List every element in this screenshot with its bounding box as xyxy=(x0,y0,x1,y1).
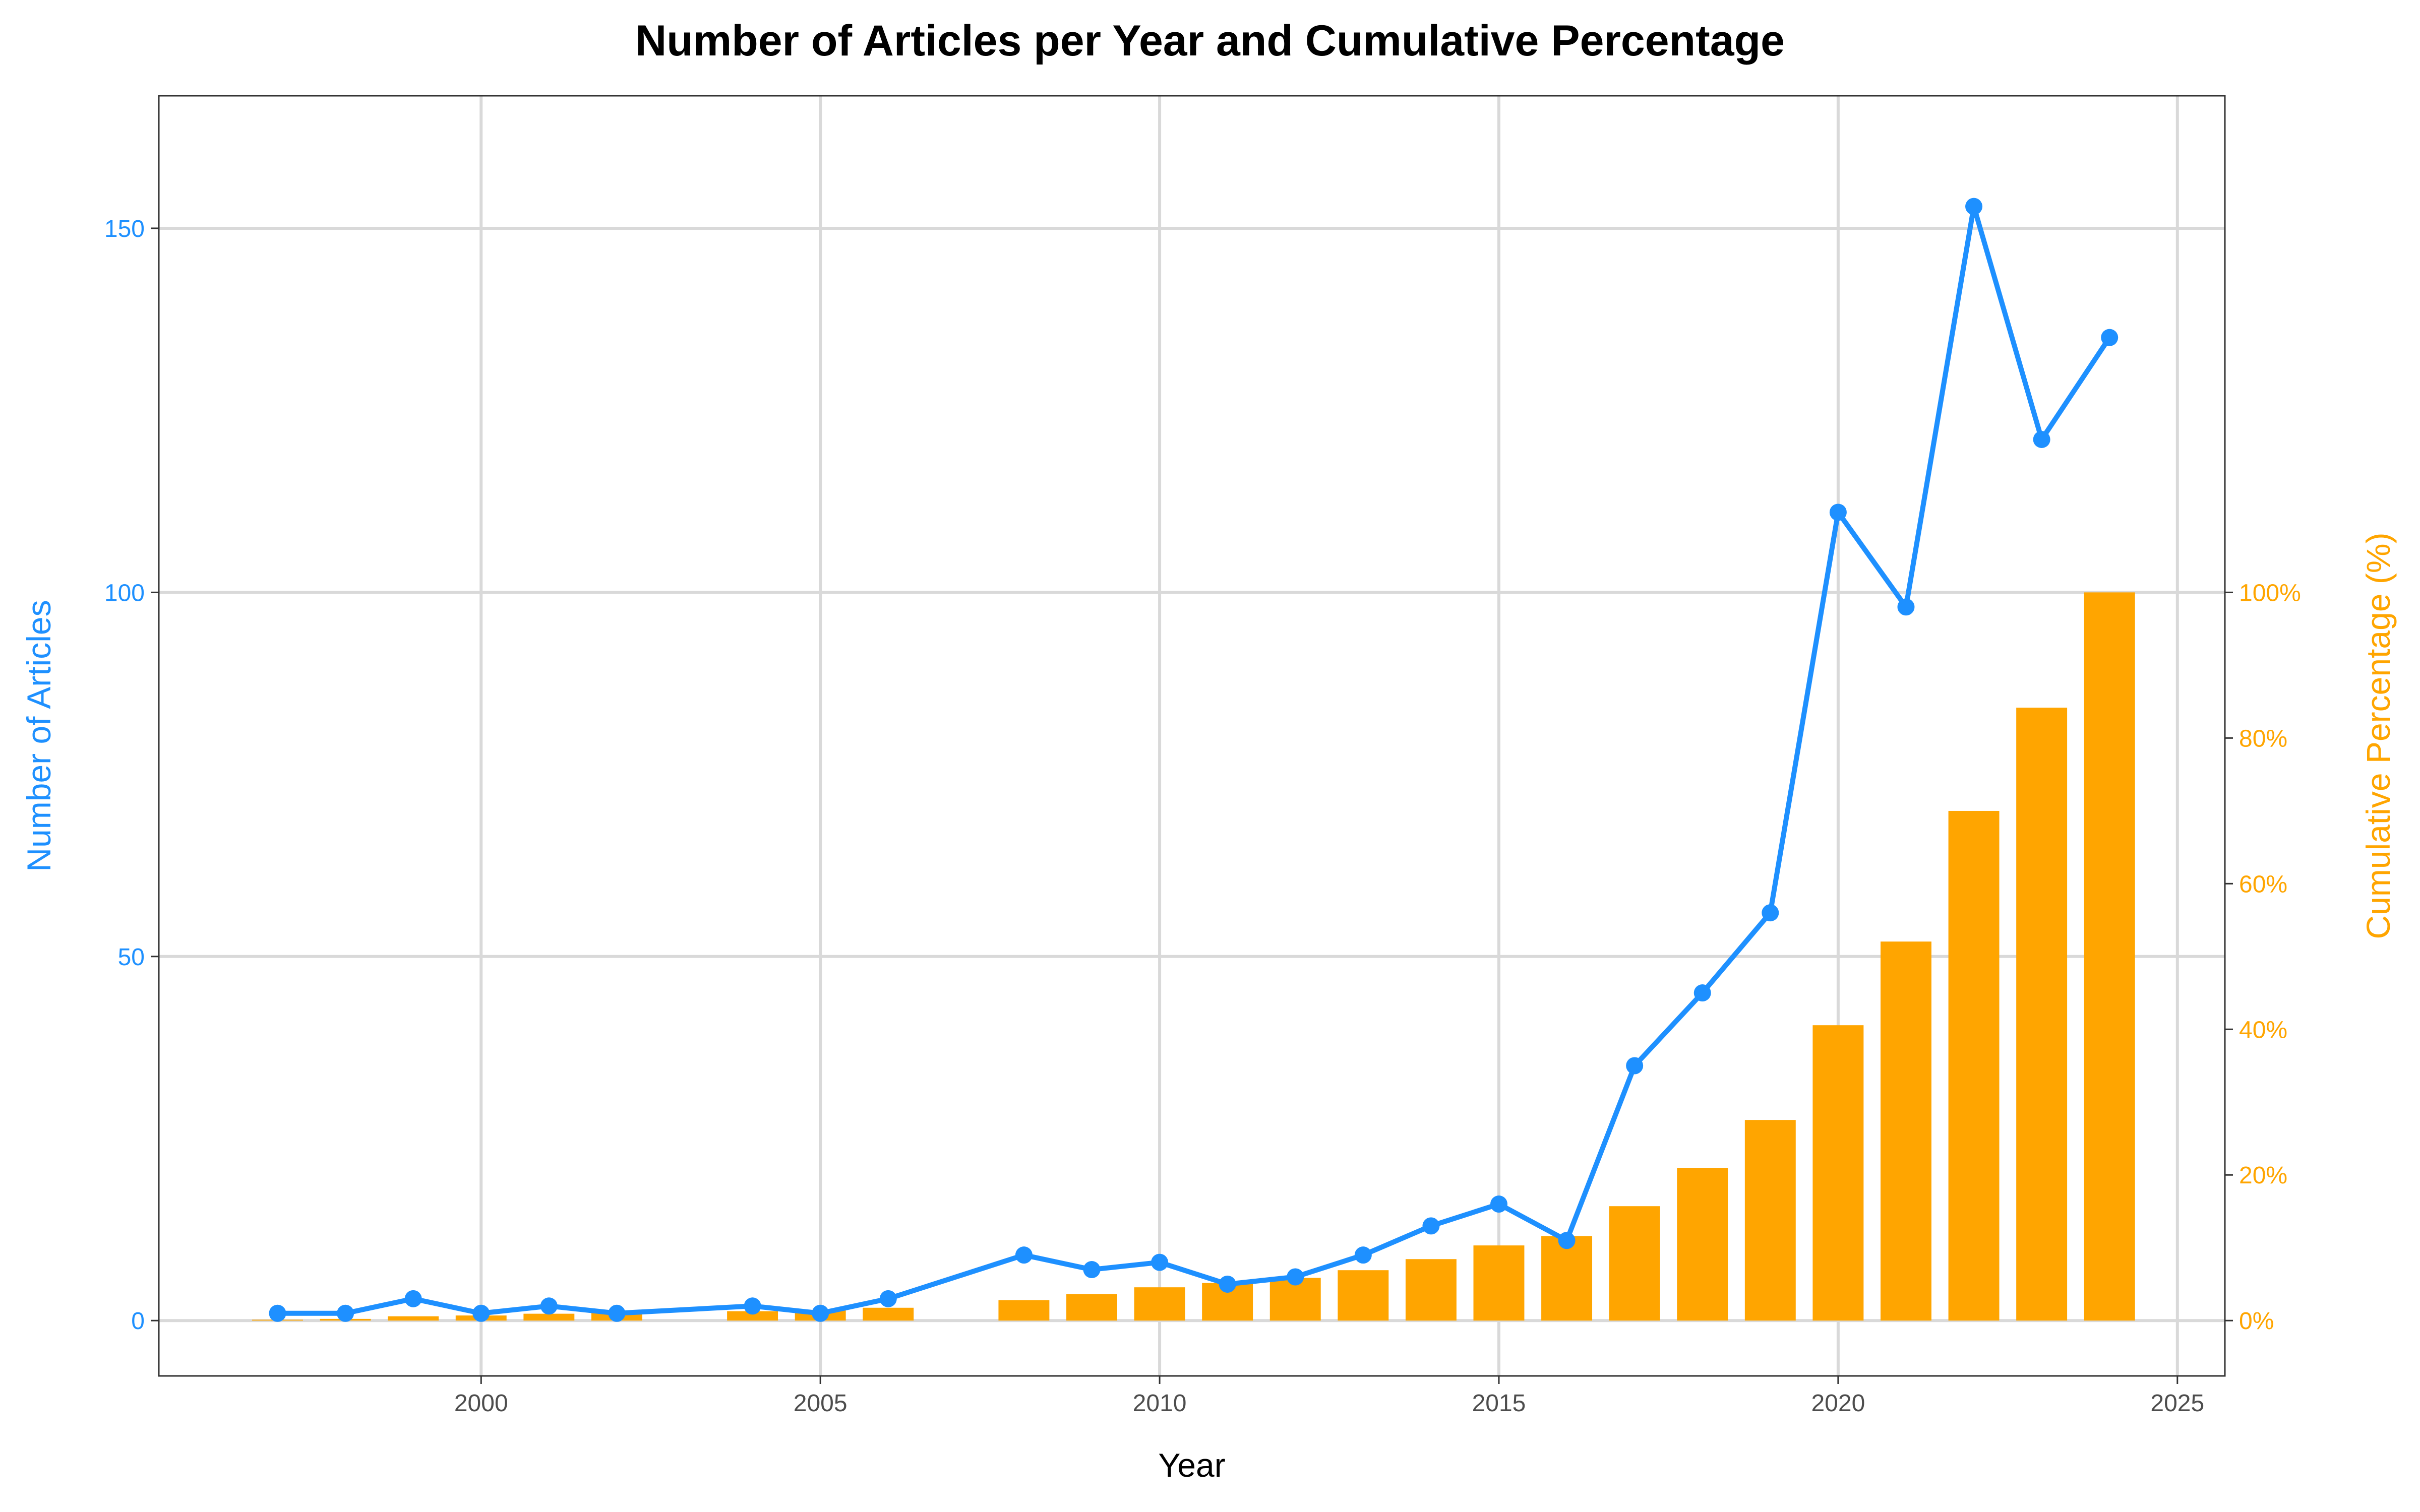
point-2015 xyxy=(1490,1195,1507,1213)
bar-2008 xyxy=(998,1300,1050,1321)
point-2024 xyxy=(2101,329,2119,346)
point-2005 xyxy=(812,1304,829,1322)
bar-1999 xyxy=(388,1316,439,1321)
x-tick-label: 2025 xyxy=(2150,1390,2204,1417)
point-2021 xyxy=(1897,598,1915,616)
point-2019 xyxy=(1762,904,1779,922)
bar-2016 xyxy=(1541,1236,1593,1321)
bar-2013 xyxy=(1338,1270,1389,1321)
point-2018 xyxy=(1693,984,1711,1002)
bar-2022 xyxy=(1948,810,2000,1321)
bar-2017 xyxy=(1609,1206,1660,1321)
point-2000 xyxy=(472,1304,490,1322)
y-right-tick-label: 40% xyxy=(2239,1017,2287,1043)
y-axis-right-label: Cumulative Percentage (%) xyxy=(2360,532,2397,939)
bar-2023 xyxy=(2016,708,2068,1321)
y-left-tick-label: 50 xyxy=(118,944,145,971)
y-left-tick-label: 100 xyxy=(104,580,145,606)
bar-2004 xyxy=(727,1311,778,1321)
point-2008 xyxy=(1015,1246,1033,1264)
y-right-tick-label: 20% xyxy=(2239,1162,2287,1189)
x-tick-label: 2020 xyxy=(1811,1390,1865,1417)
bar-2001 xyxy=(523,1313,575,1321)
point-2009 xyxy=(1083,1261,1101,1279)
point-2012 xyxy=(1287,1268,1304,1286)
bar-2018 xyxy=(1677,1168,1728,1321)
bar-2020 xyxy=(1812,1025,1864,1321)
x-tick-label: 2015 xyxy=(1472,1390,1526,1417)
chart-title: Number of Articles per Year and Cumulati… xyxy=(635,17,1785,65)
y-left-tick-label: 0 xyxy=(131,1308,145,1335)
point-1999 xyxy=(404,1290,422,1307)
x-tick-label: 2000 xyxy=(454,1390,508,1417)
bar-2006 xyxy=(863,1307,914,1321)
point-2022 xyxy=(1965,198,1983,215)
x-tick-label: 2010 xyxy=(1133,1390,1187,1417)
y-axis-left-label: Number of Articles xyxy=(20,600,57,871)
bar-2019 xyxy=(1744,1120,1796,1321)
y-right-tick-label: 100% xyxy=(2239,580,2301,606)
y-right-tick-label: 0% xyxy=(2239,1308,2274,1335)
y-right-tick-label: 80% xyxy=(2239,725,2287,752)
articles-line xyxy=(277,204,2112,1316)
bar-2014 xyxy=(1405,1259,1457,1321)
point-2023 xyxy=(2033,430,2050,448)
line-series xyxy=(269,198,2119,1322)
y-left-tick-label: 150 xyxy=(104,216,145,242)
x-axis-label: Year xyxy=(1158,1446,1225,1484)
bar-2009 xyxy=(1066,1294,1117,1321)
bar-2024 xyxy=(2084,592,2135,1321)
ticks: 2000 2005 2010 2015 2020 2025 0 50 100 150 0% 20% 40… xyxy=(104,216,2301,1417)
point-2016 xyxy=(1558,1232,1576,1249)
plot-frame xyxy=(158,95,2226,1377)
y-right-tick-label: 60% xyxy=(2239,871,2287,898)
point-1997 xyxy=(269,1304,286,1322)
point-2017 xyxy=(1626,1057,1644,1075)
point-2014 xyxy=(1422,1217,1440,1235)
x-tick-label: 2005 xyxy=(794,1390,848,1417)
bar-2015 xyxy=(1473,1245,1525,1321)
point-2020 xyxy=(1829,503,1847,521)
point-2010 xyxy=(1151,1253,1169,1271)
point-2013 xyxy=(1354,1246,1372,1264)
point-2004 xyxy=(744,1297,761,1315)
point-2011 xyxy=(1219,1275,1236,1293)
bar-2010 xyxy=(1134,1287,1185,1321)
bar-2021 xyxy=(1881,941,1931,1321)
point-2002 xyxy=(608,1304,626,1322)
point-1998 xyxy=(337,1304,354,1322)
bars xyxy=(252,592,2135,1321)
point-2001 xyxy=(540,1297,558,1315)
point-2006 xyxy=(879,1290,897,1307)
